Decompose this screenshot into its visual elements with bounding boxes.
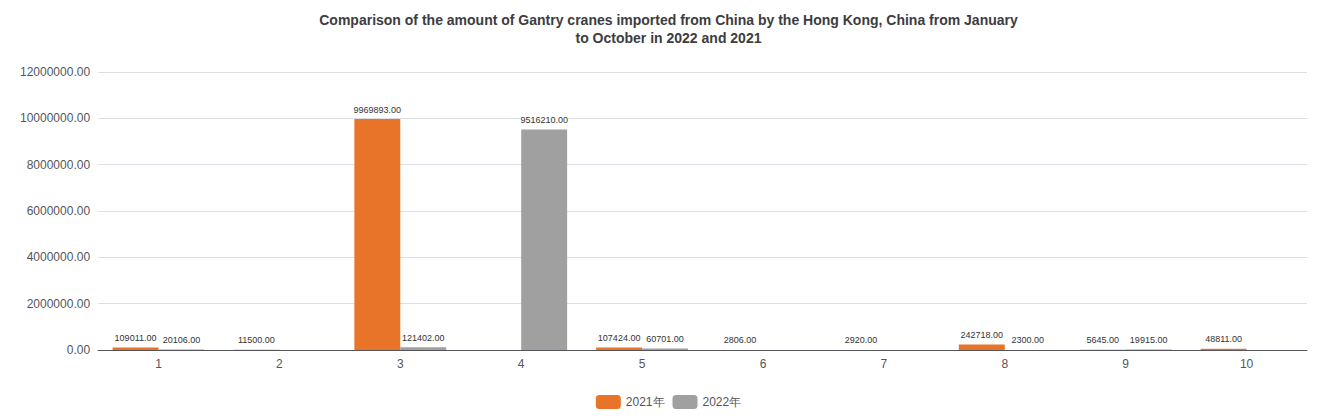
svg-text:5645.00: 5645.00 bbox=[1086, 335, 1119, 345]
svg-text:1: 1 bbox=[155, 357, 162, 371]
svg-text:2806.00: 2806.00 bbox=[724, 335, 757, 345]
svg-text:11500.00: 11500.00 bbox=[238, 335, 275, 345]
svg-text:10000000.00: 10000000.00 bbox=[20, 111, 90, 125]
svg-text:6000000.00: 6000000.00 bbox=[27, 204, 91, 218]
svg-text:7: 7 bbox=[881, 357, 888, 371]
svg-text:2920.00: 2920.00 bbox=[845, 335, 878, 345]
svg-text:2: 2 bbox=[276, 357, 283, 371]
svg-text:10: 10 bbox=[1240, 357, 1254, 371]
svg-text:5: 5 bbox=[639, 357, 646, 371]
svg-text:8: 8 bbox=[1001, 357, 1008, 371]
svg-text:48811.00: 48811.00 bbox=[1205, 334, 1242, 344]
svg-text:9516210.00: 9516210.00 bbox=[520, 115, 568, 125]
svg-text:2000000.00: 2000000.00 bbox=[27, 297, 91, 311]
svg-text:6: 6 bbox=[760, 357, 767, 371]
svg-text:9: 9 bbox=[1122, 357, 1129, 371]
svg-text:242718.00: 242718.00 bbox=[961, 330, 1004, 340]
svg-text:2300.00: 2300.00 bbox=[1011, 335, 1044, 345]
svg-text:20106.00: 20106.00 bbox=[163, 335, 201, 345]
svg-text:109011.00: 109011.00 bbox=[115, 333, 157, 343]
svg-text:12000000.00: 12000000.00 bbox=[20, 65, 90, 79]
svg-text:4000000.00: 4000000.00 bbox=[27, 250, 91, 264]
svg-text:9969893.00: 9969893.00 bbox=[354, 105, 402, 115]
svg-text:60701.00: 60701.00 bbox=[646, 334, 684, 344]
svg-text:121402.00: 121402.00 bbox=[402, 333, 445, 343]
svg-text:19915.00: 19915.00 bbox=[1130, 335, 1168, 345]
svg-text:Comparison of the amount of Ga: Comparison of the amount of Gantry crane… bbox=[319, 12, 1018, 28]
svg-text:2022年: 2022年 bbox=[703, 395, 742, 409]
svg-text:107424.00: 107424.00 bbox=[598, 333, 641, 343]
svg-text:0.00: 0.00 bbox=[67, 343, 91, 357]
svg-text:2021年: 2021年 bbox=[626, 395, 665, 409]
svg-text:to October in 2022 and 2021: to October in 2022 and 2021 bbox=[576, 30, 762, 46]
svg-text:4: 4 bbox=[518, 357, 525, 371]
svg-text:8000000.00: 8000000.00 bbox=[27, 158, 91, 172]
svg-text:3: 3 bbox=[397, 357, 404, 371]
